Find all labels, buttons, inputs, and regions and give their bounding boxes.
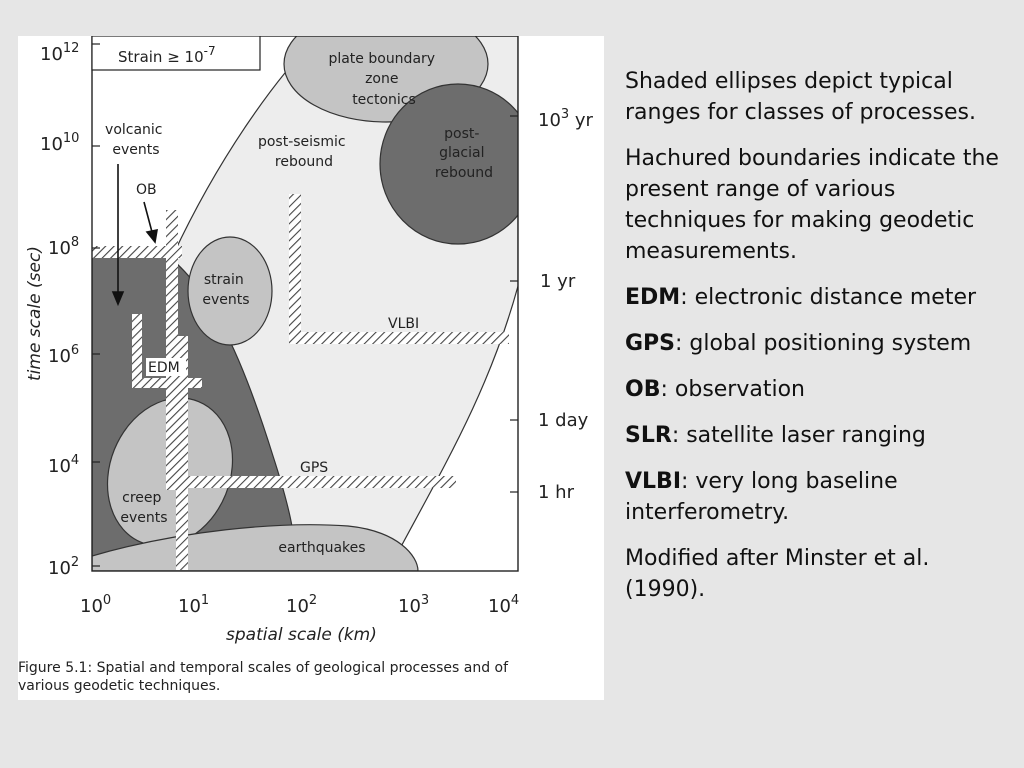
- svg-text:108: 108: [48, 235, 79, 259]
- edm-boundary-stem: [176, 336, 188, 570]
- earthquakes-region: [92, 524, 419, 571]
- svg-text:101: 101: [178, 593, 209, 617]
- vlbi-boundary-vertical: [289, 194, 301, 344]
- plate-label: plate boundary zone tectonics: [328, 51, 439, 108]
- figure-caption: Figure 5.1: Spatial and temporal scales …: [18, 660, 513, 694]
- hachures-note: Hachured boundaries indicate the present…: [625, 146, 999, 264]
- vlbi-label: VLBI: [388, 316, 419, 332]
- ob-boundary-horizontal: [92, 246, 182, 258]
- gps-boundary: [166, 476, 456, 488]
- svg-text:1010: 1010: [40, 131, 79, 155]
- vlbi-boundary-horizontal: [289, 332, 509, 344]
- ytick-1e4: 10: [48, 456, 71, 477]
- volcanic-label: volcanic events: [105, 122, 167, 158]
- ytick-1e10: 10: [40, 134, 63, 155]
- explanation-text: Shaded ellipses depict typical ranges fo…: [625, 66, 1010, 620]
- xtick-1e2: 10: [286, 596, 309, 617]
- xtick-1e1: 10: [178, 596, 201, 617]
- xtick-1e3: 10: [398, 596, 421, 617]
- strain-label: Strain ≥ 10-7: [118, 44, 216, 66]
- svg-text:104: 104: [488, 593, 519, 617]
- xtick-1e0: 10: [80, 596, 103, 617]
- strain-label-box: [91, 36, 261, 71]
- postglacial-label: post- glacial rebound: [435, 126, 493, 181]
- earthquakes-label: earthquakes: [278, 540, 365, 556]
- gps-label: GPS: [300, 460, 328, 476]
- svg-text:1012: 1012: [40, 41, 79, 65]
- svg-text:102: 102: [48, 555, 79, 579]
- edm-boundary-horizontal: [132, 378, 202, 388]
- scale-diagram: Strain ≥ 10-7 1012 1010 108 106 104 102 …: [18, 36, 594, 694]
- ob-boundary-vertical: [166, 210, 178, 490]
- svg-text:103 yr: 103 yr: [538, 107, 594, 131]
- y-axis-label: time scale (sec): [25, 246, 45, 381]
- postglacial-ellipse: [379, 83, 518, 245]
- svg-text:104: 104: [48, 453, 79, 477]
- svg-text:100: 100: [80, 593, 111, 617]
- edm-boundary-vertical: [132, 314, 142, 388]
- ytick-1e6: 10: [48, 346, 71, 367]
- ytick-1e2: 10: [48, 558, 71, 579]
- gps-definition: GPS: global positioning system: [625, 331, 972, 356]
- rtick-1day: 1 day: [538, 410, 589, 431]
- creep-label: creep events: [120, 490, 167, 526]
- source-note: Modified after Minster et al. (1990).: [625, 546, 930, 602]
- rtick-1hr: 1 hr: [538, 482, 575, 503]
- xtick-1e4: 10: [488, 596, 511, 617]
- edm-definition: EDM: electronic distance meter: [625, 285, 977, 310]
- ob-label: OB: [136, 182, 157, 198]
- figure-panel: Strain ≥ 10-7 1012 1010 108 106 104 102 …: [18, 36, 604, 700]
- slr-definition: SLR: satellite laser ranging: [625, 423, 926, 448]
- svg-text:103: 103: [398, 593, 429, 617]
- vlbi-definition: VLBI: very long baseline interferometry.: [625, 469, 898, 525]
- svg-text:102: 102: [286, 593, 317, 617]
- strain-events-label: strain events: [202, 272, 249, 308]
- edm-label: EDM: [148, 360, 180, 376]
- rtick-1yr: 1 yr: [540, 271, 576, 292]
- ytick-1e8: 10: [48, 238, 71, 259]
- ellipses-note: Shaded ellipses depict typical ranges fo…: [625, 69, 977, 125]
- strain-ellipse: [187, 236, 273, 346]
- ob-definition: OB: observation: [625, 377, 805, 402]
- ob-arrow: [143, 201, 153, 233]
- x-axis-label: spatial scale (km): [226, 625, 377, 645]
- rtick-1000yr: 10: [538, 110, 561, 131]
- ytick-1e12: 10: [40, 44, 63, 65]
- svg-text:106: 106: [48, 343, 79, 367]
- postseismic-label: post-seismic rebound: [258, 134, 350, 170]
